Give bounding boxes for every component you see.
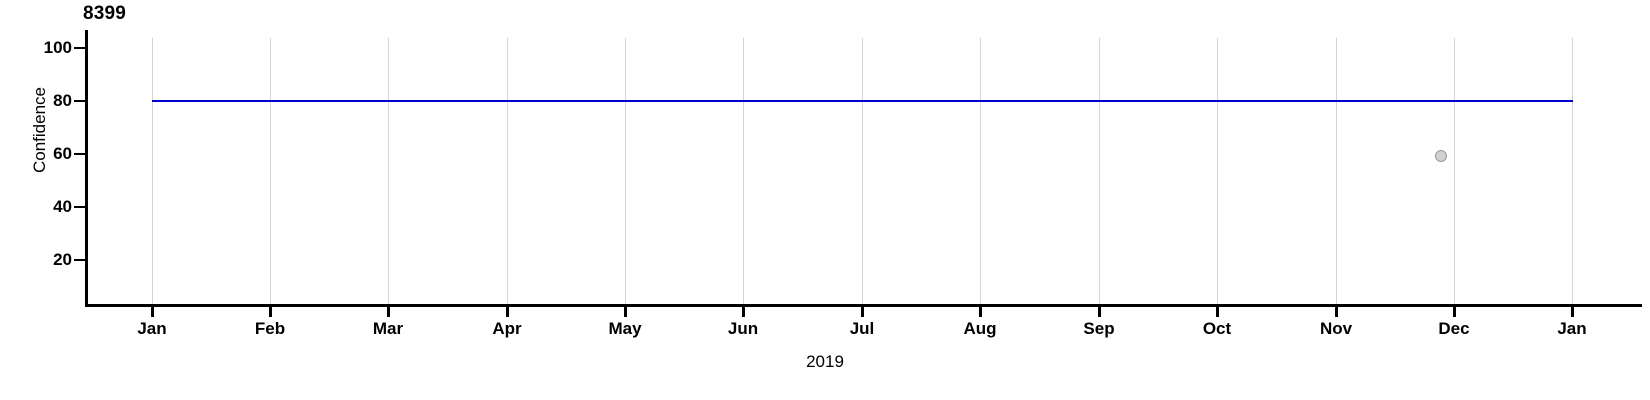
gridline-may — [625, 38, 626, 304]
x-axis-caption: 2019 — [806, 352, 844, 371]
x-tick-label-nov: Nov — [1319, 319, 1353, 338]
x-tick-mar — [387, 307, 390, 317]
x-tick-label-mar: Mar — [372, 319, 404, 338]
gridline-apr — [507, 38, 508, 304]
x-tick-jan — [151, 307, 154, 317]
chart-title: 8399 — [83, 3, 127, 24]
x-tick-label-jul: Jul — [849, 319, 875, 338]
y-axis-line — [85, 30, 88, 304]
threshold-line-series — [152, 100, 1573, 102]
x-tick-feb — [269, 307, 272, 317]
y-tick-40 — [74, 206, 85, 208]
x-tick-label-sep: Sep — [1083, 319, 1115, 338]
y-axis-label: Confidence — [30, 87, 49, 174]
gridline-jun — [743, 38, 744, 304]
y-tick-60 — [74, 153, 85, 155]
x-tick-sep — [1098, 307, 1101, 317]
x-axis-line — [85, 304, 1642, 307]
y-tick-label-40: 40 — [53, 197, 72, 216]
x-tick-dec — [1453, 307, 1456, 317]
gridline-feb — [270, 38, 271, 304]
x-tick-label-oct: Oct — [1202, 319, 1232, 338]
y-tick-label-100: 100 — [43, 38, 72, 57]
x-tick-jan-next — [1571, 307, 1574, 317]
gridline-dec — [1454, 38, 1455, 304]
x-tick-jun — [742, 307, 745, 317]
gridline-mar — [388, 38, 389, 304]
x-tick-label-may: May — [608, 319, 642, 338]
gridline-nov — [1336, 38, 1337, 304]
x-tick-oct — [1216, 307, 1219, 317]
x-tick-aug — [979, 307, 982, 317]
y-tick-100 — [74, 47, 85, 49]
x-tick-label-feb: Feb — [254, 319, 286, 338]
gridline-oct — [1217, 38, 1218, 304]
gridline-sep — [1099, 38, 1100, 304]
x-tick-label-dec: Dec — [1438, 319, 1470, 338]
data-point[interactable] — [1435, 150, 1447, 162]
y-tick-label-80: 80 — [53, 91, 72, 110]
x-tick-nov — [1335, 307, 1338, 317]
x-tick-jul — [861, 307, 864, 317]
x-tick-apr — [506, 307, 509, 317]
gridline-jan — [152, 38, 153, 304]
y-tick-20 — [74, 259, 85, 261]
x-tick-may — [624, 307, 627, 317]
x-tick-label-apr: Apr — [492, 319, 522, 338]
x-tick-label-jun: Jun — [727, 319, 759, 338]
y-tick-label-20: 20 — [53, 250, 72, 269]
gridline-jul — [862, 38, 863, 304]
x-tick-label-jan: Jan — [137, 319, 167, 338]
y-tick-80 — [74, 100, 85, 102]
gridline-aug — [980, 38, 981, 304]
y-tick-label-60: 60 — [53, 144, 72, 163]
gridline-jan-next — [1572, 38, 1573, 304]
x-tick-label-aug: Aug — [963, 319, 997, 338]
x-tick-label-jan-next: Jan — [1557, 319, 1587, 338]
